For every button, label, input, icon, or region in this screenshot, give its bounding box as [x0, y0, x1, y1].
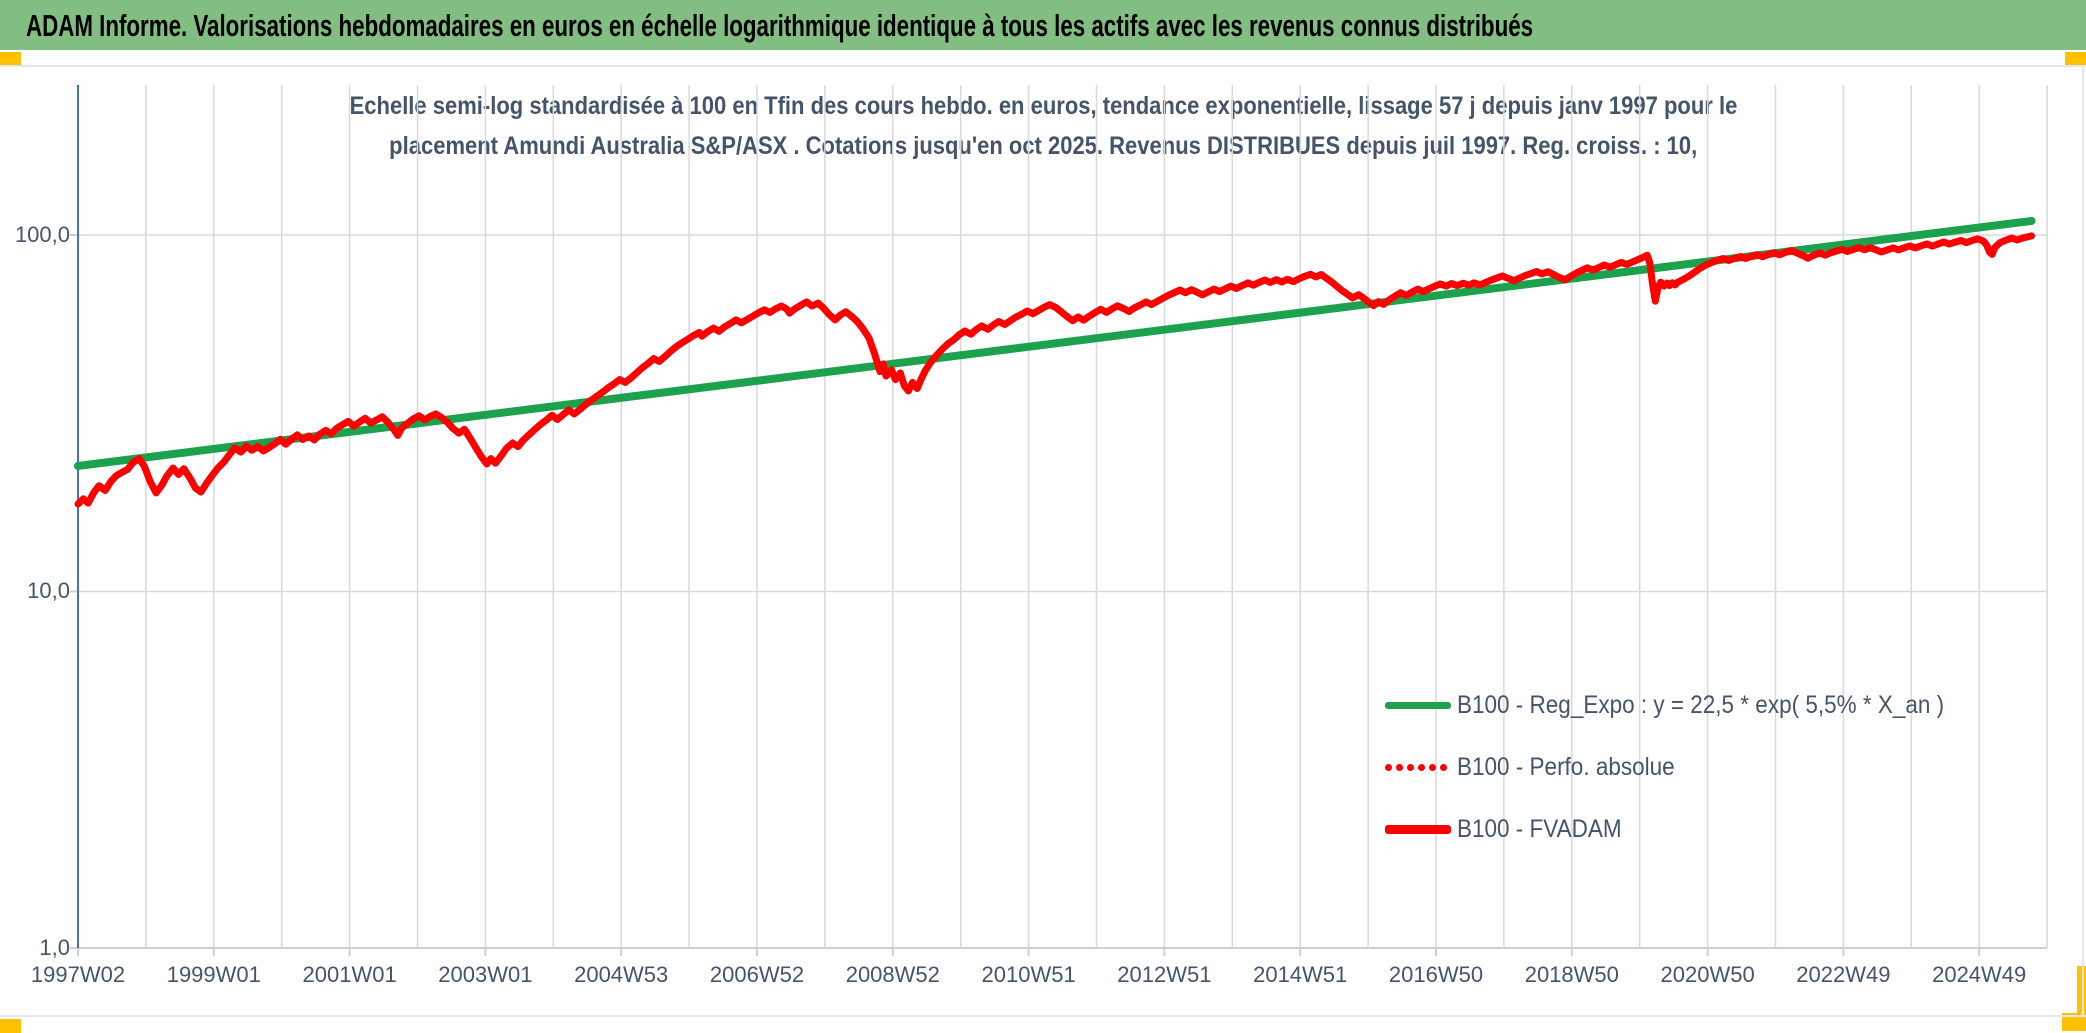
y-axis-tick-label-100: 100,0: [14, 222, 70, 247]
chart-frame-right-border: [2082, 65, 2084, 1015]
legend-item-reg-expo: B100 - Reg_Expo : y = 22,5 * exp( 5,5% *…: [1385, 688, 2025, 722]
chart-title-line-1: Echelle semi-log standardisée à 100 en T…: [349, 92, 1737, 120]
x-axis-tick-label: 1997W02: [30, 962, 126, 987]
trend-line-swatch: [1385, 701, 1451, 709]
accent-square-bottom-left: [0, 1019, 21, 1033]
legend-item-fvadam: B100 - FVADAM: [1385, 812, 2025, 846]
x-axis-tick-label: 2024W49: [1932, 962, 2027, 987]
x-axis-tick-label: 2010W51: [981, 962, 1076, 987]
x-axis-tick-label: 2008W52: [845, 962, 940, 987]
y-axis-tick-label-10: 10,0: [27, 578, 70, 603]
accent-square-top-right: [2065, 52, 2086, 65]
chart-frame-bottom-border: [0, 1015, 2086, 1017]
fvadam-series-line: [74, 232, 2035, 508]
x-axis-tick-label: 2001W01: [302, 962, 397, 987]
x-axis-tick-label: 2016W50: [1388, 962, 1484, 987]
x-axis-tick-label: 2003W01: [438, 962, 533, 987]
dotted-line-swatch: [1385, 763, 1451, 771]
x-axis-tick-label: 2012W51: [1117, 962, 1212, 987]
chart-title: Echelle semi-log standardisée à 100 en T…: [80, 86, 2006, 166]
x-axis-tick-label: 2018W50: [1524, 962, 1619, 987]
banner: ADAM Informe. Valorisations hebdomadaire…: [0, 0, 2086, 50]
legend: B100 - Reg_Expo : y = 22,5 * exp( 5,5% *…: [1385, 688, 2025, 874]
legend-item-perfo-absolue: B100 - Perfo. absolue: [1385, 750, 2025, 784]
chart-frame-top-border: [0, 65, 2086, 67]
x-axis-tick-label: 2022W49: [1796, 962, 1891, 987]
x-axis-tick-label: 2020W50: [1660, 962, 1755, 987]
legend-label-fvadam: B100 - FVADAM: [1457, 814, 1622, 843]
y-axis-tick-label-1: 1,0: [39, 935, 70, 960]
legend-label-reg-expo: B100 - Reg_Expo : y = 22,5 * exp( 5,5% *…: [1457, 690, 1945, 719]
x-axis-tick-label: 2006W52: [709, 962, 805, 987]
legend-label-perfo-absolue: B100 - Perfo. absolue: [1457, 752, 1675, 781]
accent-square-top-left: [0, 52, 21, 65]
accent-strip-bottom-right: [2077, 966, 2086, 1015]
x-axis-tick-label: 2014W51: [1253, 962, 1348, 987]
series-line-swatch: [1385, 824, 1451, 834]
x-axis-tick-label: 1999W01: [166, 962, 261, 987]
banner-title: ADAM Informe. Valorisations hebdomadaire…: [26, 8, 1534, 43]
x-axis-tick-label: 2004W53: [574, 962, 669, 987]
chart-title-line-2: placement Amundi Australia S&P/ASX . Cot…: [388, 132, 1698, 160]
accent-square-bottom-right: [2062, 1013, 2086, 1031]
